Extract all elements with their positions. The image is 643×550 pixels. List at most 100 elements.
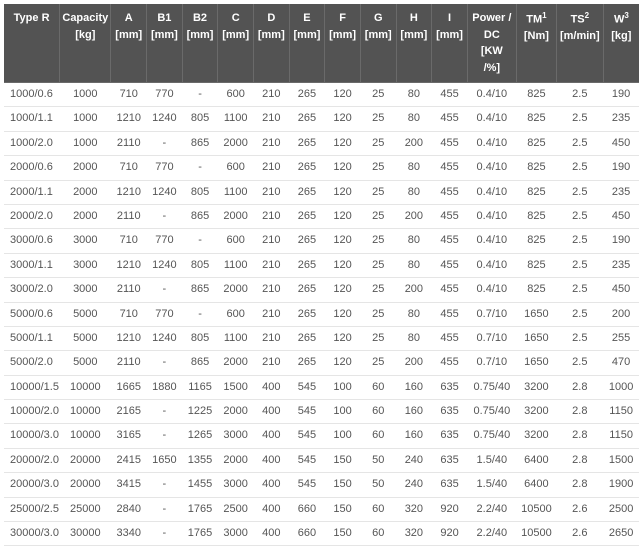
cell: 2500 <box>218 497 254 521</box>
cell: 2000 <box>218 351 254 375</box>
cell: 455 <box>432 83 468 107</box>
cell: 200 <box>396 351 432 375</box>
cell: 60 <box>360 424 396 448</box>
cell: 0.4/10 <box>467 83 516 107</box>
cell: 1210 <box>111 253 147 277</box>
cell: 770 <box>147 83 183 107</box>
table-row: 3000/1.130001210124080511002102651202580… <box>4 253 639 277</box>
cell: 190 <box>603 156 639 180</box>
col-header-15: W3[kg] <box>603 4 639 83</box>
cell: 825 <box>516 131 556 155</box>
cell: 3000 <box>218 424 254 448</box>
cell: 1150 <box>603 400 639 424</box>
cell: 210 <box>253 326 289 350</box>
cell: - <box>147 204 183 228</box>
cell: 635 <box>432 424 468 448</box>
table-row: 1000/1.110001210124080511002102651202580… <box>4 107 639 131</box>
cell: 20000/3.0 <box>4 473 60 497</box>
cell: 5000 <box>60 351 111 375</box>
cell: 2000/2.0 <box>4 204 60 228</box>
cell: 80 <box>396 229 432 253</box>
cell: 2.8 <box>556 473 603 497</box>
table-row: 10000/1.51000016651880116515004005451006… <box>4 375 639 399</box>
table-row: 2000/1.120001210124080511002102651202580… <box>4 180 639 204</box>
cell: 10000 <box>60 400 111 424</box>
cell: - <box>147 522 183 546</box>
cell: 240 <box>396 448 432 472</box>
cell: 635 <box>432 448 468 472</box>
cell: 2.5 <box>556 351 603 375</box>
cell: 120 <box>325 131 361 155</box>
cell: 1000 <box>60 107 111 131</box>
cell: 470 <box>603 351 639 375</box>
cell: 25 <box>360 253 396 277</box>
col-header-13: TM1[Nm] <box>516 4 556 83</box>
cell: 25 <box>360 131 396 155</box>
col-header-14: TS2[m/min] <box>556 4 603 83</box>
cell: 2165 <box>111 400 147 424</box>
cell: 25 <box>360 83 396 107</box>
cell: 2.5 <box>556 131 603 155</box>
table-row: 10000/3.0100003165-126530004005451006016… <box>4 424 639 448</box>
cell: 25000/2.5 <box>4 497 60 521</box>
cell: 80 <box>396 83 432 107</box>
cell: 400 <box>253 424 289 448</box>
cell: 1000/2.0 <box>4 131 60 155</box>
cell: 1.5/40 <box>467 473 516 497</box>
cell: - <box>147 278 183 302</box>
table-row: 3000/2.030002110-86520002102651202520045… <box>4 278 639 302</box>
cell: 25 <box>360 351 396 375</box>
cell: 2000 <box>60 180 111 204</box>
cell: 805 <box>182 107 218 131</box>
cell: - <box>182 83 218 107</box>
table-row: 3000/0.63000710770-60021026512025804550.… <box>4 229 639 253</box>
cell: 265 <box>289 302 325 326</box>
cell: 2000 <box>218 448 254 472</box>
cell: 200 <box>396 204 432 228</box>
cell: 0.7/10 <box>467 302 516 326</box>
cell: 120 <box>325 351 361 375</box>
cell: 3000 <box>218 473 254 497</box>
cell: 455 <box>432 253 468 277</box>
col-header-7: E[mm] <box>289 4 325 83</box>
cell: 5000 <box>60 302 111 326</box>
cell: 50 <box>360 473 396 497</box>
cell: 1880 <box>147 375 183 399</box>
cell: 455 <box>432 351 468 375</box>
cell: 210 <box>253 302 289 326</box>
cell: 3340 <box>111 522 147 546</box>
cell: 25 <box>360 204 396 228</box>
cell: 865 <box>182 204 218 228</box>
cell: 210 <box>253 253 289 277</box>
cell: 50 <box>360 448 396 472</box>
cell: 3000 <box>60 278 111 302</box>
cell: 3000/1.1 <box>4 253 60 277</box>
cell: 2.8 <box>556 448 603 472</box>
cell: 600 <box>218 302 254 326</box>
cell: 1765 <box>182 522 218 546</box>
cell: 210 <box>253 180 289 204</box>
cell: 3200 <box>516 400 556 424</box>
cell: 805 <box>182 253 218 277</box>
cell: 120 <box>325 156 361 180</box>
cell: 190 <box>603 83 639 107</box>
cell: 1150 <box>603 424 639 448</box>
cell: 120 <box>325 302 361 326</box>
cell: 400 <box>253 497 289 521</box>
cell: 2.8 <box>556 400 603 424</box>
cell: 1240 <box>147 107 183 131</box>
cell: 1650 <box>516 326 556 350</box>
cell: 3000 <box>218 522 254 546</box>
cell: 3000/0.6 <box>4 229 60 253</box>
cell: 120 <box>325 253 361 277</box>
cell: 100 <box>325 424 361 448</box>
cell: 825 <box>516 278 556 302</box>
cell: - <box>182 156 218 180</box>
cell: 265 <box>289 229 325 253</box>
cell: 80 <box>396 156 432 180</box>
cell: 80 <box>396 302 432 326</box>
cell: 0.7/10 <box>467 326 516 350</box>
col-header-0: Type R <box>4 4 60 83</box>
cell: 265 <box>289 180 325 204</box>
cell: 10000/2.0 <box>4 400 60 424</box>
